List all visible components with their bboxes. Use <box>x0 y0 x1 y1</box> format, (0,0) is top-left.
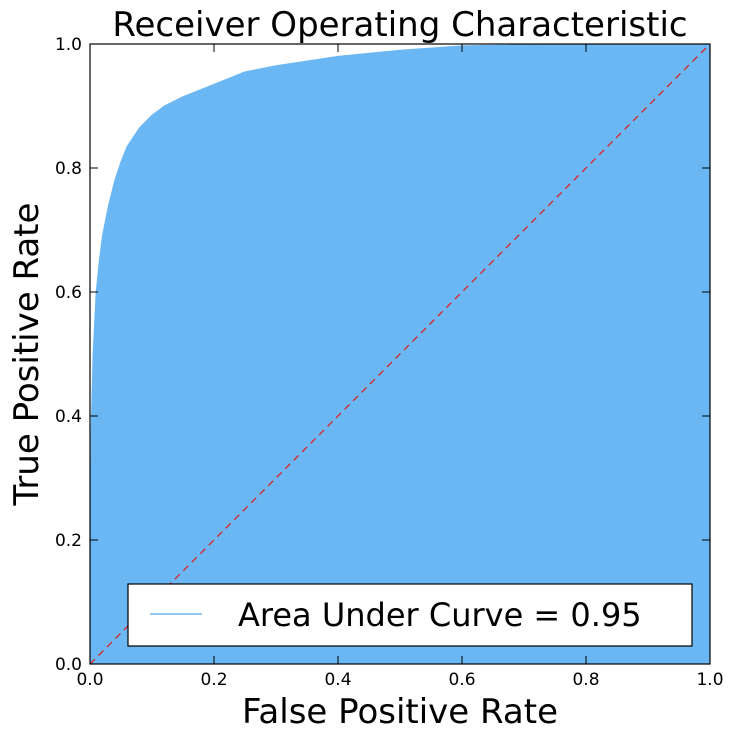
x-tick-label: 0.2 <box>200 670 227 690</box>
x-axis-label: False Positive Rate <box>242 692 558 732</box>
y-axis-label: True Positive Rate <box>7 203 47 507</box>
y-tick-label: 0.0 <box>55 655 82 675</box>
y-tick-label: 0.4 <box>55 407 82 427</box>
chance-diagonal-line <box>89 43 711 665</box>
legend: Area Under Curve = 0.95 <box>127 583 693 647</box>
plot-frame <box>89 43 711 665</box>
y-tick-label: 0.8 <box>55 159 82 179</box>
x-tick-label: 1.0 <box>696 670 723 690</box>
y-tick-label: 0.2 <box>55 531 82 551</box>
y-ticks: 0.0 0.2 0.4 0.6 0.8 1.0 <box>55 35 710 675</box>
plot-area <box>89 43 711 665</box>
chart-title: Receiver Operating Characteristic <box>112 5 687 45</box>
x-tick-label: 0.4 <box>324 670 351 690</box>
x-tick-label: 0.0 <box>76 670 103 690</box>
x-tick-label: 0.8 <box>572 670 599 690</box>
legend-label-roc: Area Under Curve = 0.95 <box>238 596 642 634</box>
y-tick-label: 1.0 <box>55 35 82 55</box>
legend-box <box>127 583 693 647</box>
y-tick-label: 0.6 <box>55 283 82 303</box>
x-ticks: 0.0 0.2 0.4 0.6 0.8 1.0 <box>76 44 724 690</box>
x-tick-label: 0.6 <box>448 670 475 690</box>
